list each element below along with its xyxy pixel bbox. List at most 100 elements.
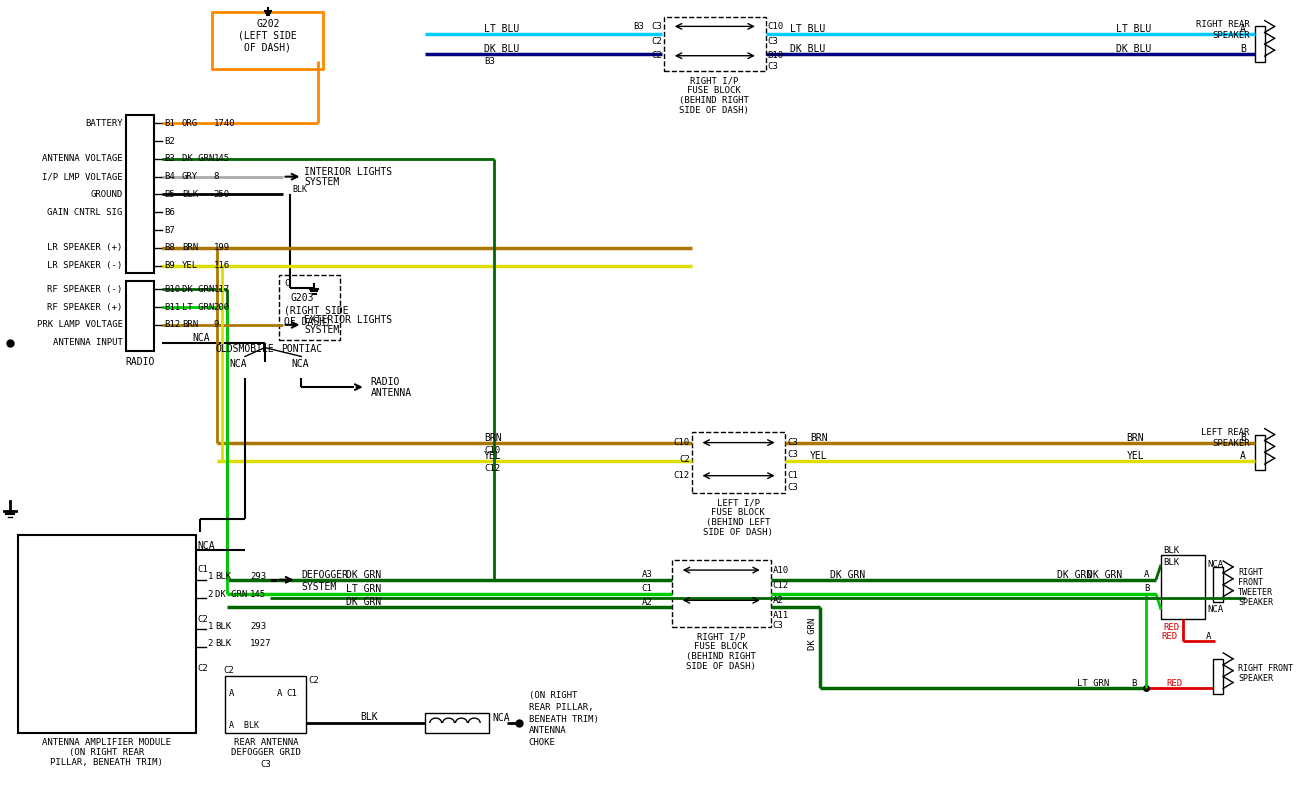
- Text: A  BLK: A BLK: [229, 721, 259, 729]
- Bar: [18, 535, 195, 733]
- Text: INTERIOR LIGHTS: INTERIOR LIGHTS: [304, 167, 393, 177]
- Text: DK GRN: DK GRN: [346, 597, 381, 607]
- Text: (BEHIND LEFT: (BEHIND LEFT: [706, 518, 771, 527]
- Text: A3: A3: [641, 570, 653, 579]
- Bar: [126, 281, 155, 351]
- Text: BRN: BRN: [810, 433, 828, 444]
- Text: LEFT I/P: LEFT I/P: [716, 498, 759, 507]
- Bar: [692, 432, 785, 493]
- Text: FRONT: FRONT: [1238, 578, 1264, 587]
- Text: 2: 2: [208, 639, 213, 649]
- Text: I/P LMP VOLTAGE: I/P LMP VOLTAGE: [42, 172, 122, 181]
- Text: C: C: [285, 279, 290, 287]
- Text: A10: A10: [772, 565, 789, 574]
- Text: B3: B3: [164, 154, 174, 163]
- Text: SPEAKER: SPEAKER: [1238, 598, 1273, 607]
- Text: C2: C2: [651, 51, 662, 60]
- Bar: [126, 116, 155, 273]
- Text: C1: C1: [198, 565, 208, 574]
- Bar: [664, 17, 766, 71]
- Text: BRN: BRN: [484, 433, 502, 444]
- Text: OF DASH): OF DASH): [244, 42, 291, 52]
- Text: REAR PILLAR,: REAR PILLAR,: [529, 703, 593, 712]
- Text: C2: C2: [308, 676, 318, 685]
- Text: B8: B8: [164, 243, 174, 253]
- Text: DK GRN: DK GRN: [216, 590, 247, 599]
- Text: C3: C3: [651, 22, 662, 31]
- Text: 8: 8: [213, 172, 218, 181]
- Text: A: A: [1144, 570, 1149, 579]
- Text: ANTENNA: ANTENNA: [370, 388, 412, 398]
- Text: A: A: [277, 689, 282, 698]
- Text: FUSE BLOCK: FUSE BLOCK: [688, 86, 741, 95]
- Text: C3: C3: [772, 621, 784, 630]
- Text: C1: C1: [641, 584, 653, 593]
- Text: 293: 293: [250, 622, 266, 630]
- Bar: [1213, 659, 1223, 695]
- Text: BRN: BRN: [182, 320, 198, 329]
- Text: (BEHIND RIGHT: (BEHIND RIGHT: [680, 96, 749, 105]
- Text: SIDE OF DASH): SIDE OF DASH): [686, 662, 757, 672]
- Text: YEL: YEL: [810, 451, 828, 461]
- Text: B4: B4: [164, 172, 174, 181]
- Text: RIGHT REAR: RIGHT REAR: [1196, 20, 1249, 29]
- Text: REAR ANTENNA: REAR ANTENNA: [234, 738, 298, 748]
- Text: YEL: YEL: [182, 261, 198, 270]
- Text: DK BLU: DK BLU: [484, 44, 520, 54]
- Text: BLK: BLK: [1164, 558, 1179, 568]
- Text: 1: 1: [208, 573, 213, 581]
- Text: C3: C3: [768, 62, 779, 71]
- Text: C2: C2: [224, 666, 234, 675]
- Text: (RIGHT SIDE: (RIGHT SIDE: [283, 305, 348, 315]
- Text: A: A: [1240, 451, 1245, 461]
- Text: BRN: BRN: [182, 243, 198, 253]
- Text: RADIO: RADIO: [370, 377, 400, 387]
- Text: C2: C2: [198, 664, 208, 673]
- Text: YEL: YEL: [1126, 451, 1144, 461]
- Text: NCA: NCA: [192, 333, 211, 343]
- Text: 1740: 1740: [213, 119, 235, 128]
- Text: SIDE OF DASH): SIDE OF DASH): [703, 527, 774, 537]
- Text: ORG: ORG: [182, 119, 198, 128]
- Text: DK GRN: DK GRN: [182, 154, 215, 163]
- Text: ANTENNA VOLTAGE: ANTENNA VOLTAGE: [42, 154, 122, 163]
- Text: B9: B9: [164, 261, 174, 270]
- Text: A: A: [1240, 25, 1245, 34]
- Text: DEFOGGER: DEFOGGER: [302, 569, 348, 580]
- Text: DK GRN: DK GRN: [182, 285, 215, 294]
- Text: RIGHT I/P: RIGHT I/P: [697, 633, 745, 642]
- Text: A11: A11: [772, 611, 789, 619]
- Text: BLK: BLK: [182, 190, 198, 199]
- Text: (BEHIND RIGHT: (BEHIND RIGHT: [686, 653, 757, 661]
- Text: BLK: BLK: [1164, 546, 1179, 554]
- Text: NCA: NCA: [1208, 605, 1223, 614]
- Text: LT BLU: LT BLU: [790, 25, 826, 34]
- Text: NCA: NCA: [1208, 560, 1223, 569]
- Text: RF SPEAKER (+): RF SPEAKER (+): [47, 303, 122, 311]
- Text: LEFT REAR: LEFT REAR: [1201, 428, 1249, 437]
- Text: C3: C3: [768, 36, 779, 46]
- Text: 1: 1: [208, 622, 213, 630]
- Text: SYSTEM: SYSTEM: [302, 581, 337, 592]
- Text: G203: G203: [290, 293, 315, 303]
- Text: ANTENNA INPUT: ANTENNA INPUT: [52, 338, 122, 347]
- Text: NCA: NCA: [229, 360, 247, 369]
- Text: (ON RIGHT: (ON RIGHT: [529, 691, 577, 700]
- Text: C10: C10: [673, 438, 689, 447]
- Text: GRY: GRY: [182, 172, 198, 181]
- Text: SYSTEM: SYSTEM: [304, 325, 339, 335]
- Text: C3: C3: [788, 438, 798, 447]
- Text: 250: 250: [213, 190, 230, 199]
- Text: RED: RED: [1166, 679, 1182, 688]
- Text: PRK LAMP VOLTAGE: PRK LAMP VOLTAGE: [36, 320, 122, 329]
- Text: BLK: BLK: [292, 185, 308, 194]
- Text: PILLAR, BENEATH TRIM): PILLAR, BENEATH TRIM): [51, 758, 162, 767]
- Text: SIDE OF DASH): SIDE OF DASH): [680, 106, 749, 115]
- Text: A2: A2: [772, 596, 784, 605]
- Bar: [672, 560, 771, 627]
- Text: A2: A2: [641, 598, 653, 607]
- Text: BATTERY: BATTERY: [84, 119, 122, 128]
- Text: LT BLU: LT BLU: [484, 25, 520, 34]
- Text: 1927: 1927: [250, 639, 272, 649]
- Text: LT BLU: LT BLU: [1117, 25, 1152, 34]
